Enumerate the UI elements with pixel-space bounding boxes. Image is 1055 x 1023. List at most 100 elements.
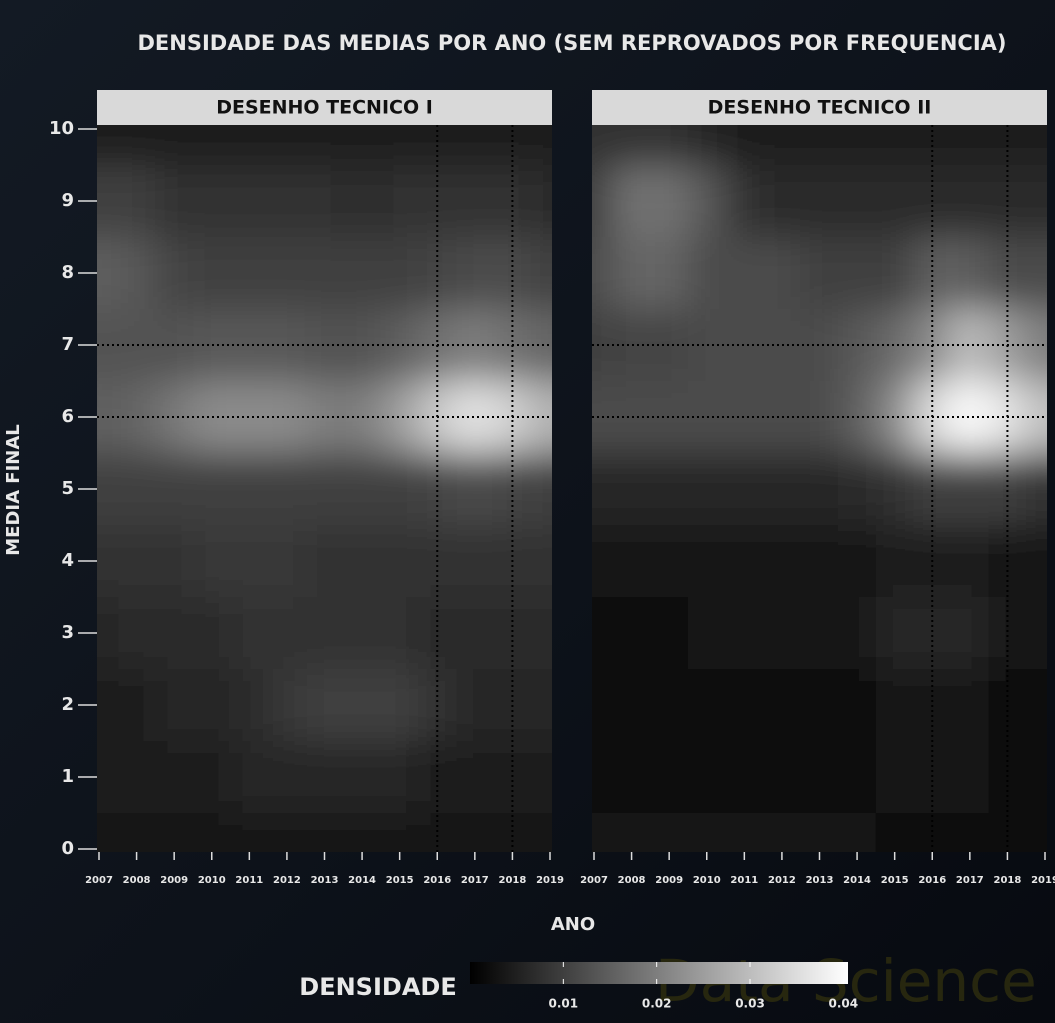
heat-cell (988, 453, 1027, 525)
heat-cell (343, 813, 381, 852)
x-tick-label: 2015 (386, 875, 414, 886)
heat-cell (650, 165, 688, 237)
x-tick-label: 2015 (881, 875, 909, 886)
heat-cell (155, 381, 193, 453)
heat-cells (97, 125, 552, 852)
heat-cell (531, 309, 552, 381)
heat-cell (725, 453, 764, 525)
heat-cell (230, 453, 269, 525)
heat-cell (612, 165, 651, 237)
heat-cell (192, 237, 231, 309)
x-tick-label: 2016 (918, 875, 946, 886)
heat-cell (800, 237, 839, 309)
heat-cell (725, 741, 764, 813)
heat-cell (592, 165, 613, 237)
heat-cell (456, 453, 494, 525)
heat-cell (650, 813, 688, 852)
heat-cell (951, 669, 989, 741)
heat-cell (117, 237, 156, 309)
y-tick-label: 3 (61, 622, 74, 643)
heat-cell (1026, 669, 1047, 741)
y-tick-label: 8 (61, 262, 74, 283)
x-tick-label: 2018 (993, 875, 1021, 886)
heat-cell (192, 525, 231, 597)
heat-cell (531, 165, 552, 237)
y-tick-label: 4 (61, 550, 74, 571)
heat-cell (875, 237, 914, 309)
heat-cell (456, 813, 494, 852)
heat-cell (343, 525, 381, 597)
heat-cell (380, 813, 419, 852)
y-axis-label: MEDIA FINAL (3, 424, 24, 556)
x-tick-label: 2016 (423, 875, 451, 886)
heat-cell (155, 237, 193, 309)
heat-cell (155, 741, 193, 813)
heat-cell (650, 309, 688, 381)
x-tick-label: 2019 (536, 875, 564, 886)
x-tick-label: 2010 (198, 875, 226, 886)
heat-cell (97, 741, 118, 813)
heat-cell (155, 669, 193, 741)
heat-cell (725, 669, 764, 741)
heat-cell (687, 125, 726, 165)
heat-cell (268, 453, 306, 525)
heat-cell (380, 165, 419, 237)
heat-cell (612, 597, 651, 669)
x-tick-label: 2009 (655, 875, 683, 886)
heat-cell (531, 237, 552, 309)
heat-cell (875, 597, 914, 669)
heat-cell (343, 165, 381, 237)
heat-cell (838, 813, 876, 852)
heat-cell (592, 597, 613, 669)
heat-cell (800, 125, 839, 165)
heat-cell (305, 525, 344, 597)
heat-cell (650, 597, 688, 669)
heat-cell (1026, 237, 1047, 309)
facet-label: DESENHO TECNICO I (216, 97, 433, 119)
heat-cell (343, 125, 381, 165)
colorbar (470, 962, 848, 984)
heat-cell (592, 813, 613, 852)
heat-cell (687, 669, 726, 741)
heat-cell (155, 525, 193, 597)
heat-cell (875, 813, 914, 852)
x-tick-label: 2014 (348, 875, 376, 886)
heat-cell (155, 453, 193, 525)
heat-cell (1026, 125, 1047, 165)
heat-cell (343, 597, 381, 669)
heat-cell (117, 669, 156, 741)
heat-cell (456, 165, 494, 237)
strip (97, 90, 552, 125)
heat-cell (763, 741, 801, 813)
heat-cell (650, 125, 688, 165)
heat-cell (875, 125, 914, 165)
heat-cell (268, 741, 306, 813)
heat-cell (343, 741, 381, 813)
heat-cell (493, 237, 532, 309)
heat-cell (687, 309, 726, 381)
heat-cell (380, 237, 419, 309)
heat-cell (687, 165, 726, 237)
heat-cell (612, 813, 651, 852)
x-tick-label: 2018 (498, 875, 526, 886)
heat-cell (305, 125, 344, 165)
heat-cell (875, 165, 914, 237)
heat-cell (763, 125, 801, 165)
x-tick-label: 2011 (235, 875, 263, 886)
heat-cell (1026, 453, 1047, 525)
heat-cell (230, 309, 269, 381)
y-tick-label: 0 (61, 838, 74, 859)
x-tick-label: 2012 (768, 875, 796, 886)
heat-cell (838, 741, 876, 813)
heat-cell (380, 669, 419, 741)
heat-cell (268, 813, 306, 852)
heat-cell (380, 741, 419, 813)
heat-cell (612, 741, 651, 813)
heat-cell (612, 125, 651, 165)
heat-cell (875, 669, 914, 741)
x-tick-label: 2012 (273, 875, 301, 886)
heat-cell (97, 125, 118, 165)
colorbar-tick-label: 0.02 (642, 997, 672, 1011)
heat-cell (592, 453, 613, 525)
